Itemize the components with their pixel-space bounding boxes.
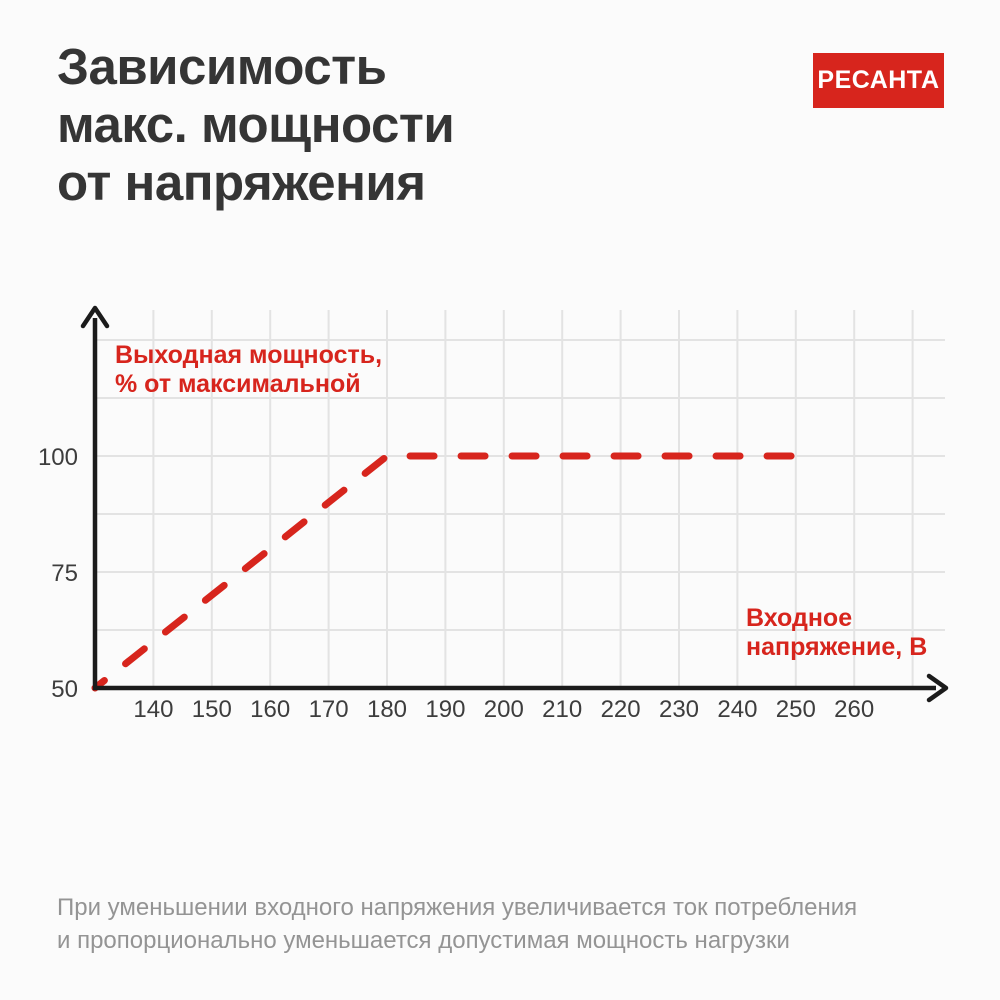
x-tick-label: 150 <box>192 696 232 723</box>
x-tick-label: 250 <box>776 696 816 723</box>
x-tick-label: 220 <box>601 696 641 723</box>
x-tick-label: 190 <box>425 696 465 723</box>
footer-note: При уменьшении входного напряжения увели… <box>57 894 858 954</box>
x-axis-arrow <box>926 673 949 703</box>
x-tick-label: 170 <box>309 696 349 723</box>
x-axis-annotation: Входное напряжение, В <box>746 604 928 661</box>
y-tick-label: 75 <box>51 560 78 587</box>
y-tick-label: 100 <box>38 444 78 471</box>
x-tick-label: 230 <box>659 696 699 723</box>
brand-logo: РЕСАНТА <box>813 53 944 108</box>
x-tick-label: 140 <box>133 696 173 723</box>
y-tick-label: 50 <box>51 676 78 703</box>
page-title: Зависимость макс. мощности от напряжения <box>57 38 455 211</box>
x-tick-label: 180 <box>367 696 407 723</box>
x-tick-label: 260 <box>834 696 874 723</box>
brand-logo-text: РЕСАНТА <box>817 66 940 94</box>
x-tick-label: 200 <box>484 696 524 723</box>
x-tick-label: 240 <box>717 696 757 723</box>
x-tick-label: 160 <box>250 696 290 723</box>
y-axis-annotation: Выходная мощность, % от максимальной <box>115 341 383 398</box>
y-axis-arrow <box>80 305 110 329</box>
x-tick-label: 210 <box>542 696 582 723</box>
